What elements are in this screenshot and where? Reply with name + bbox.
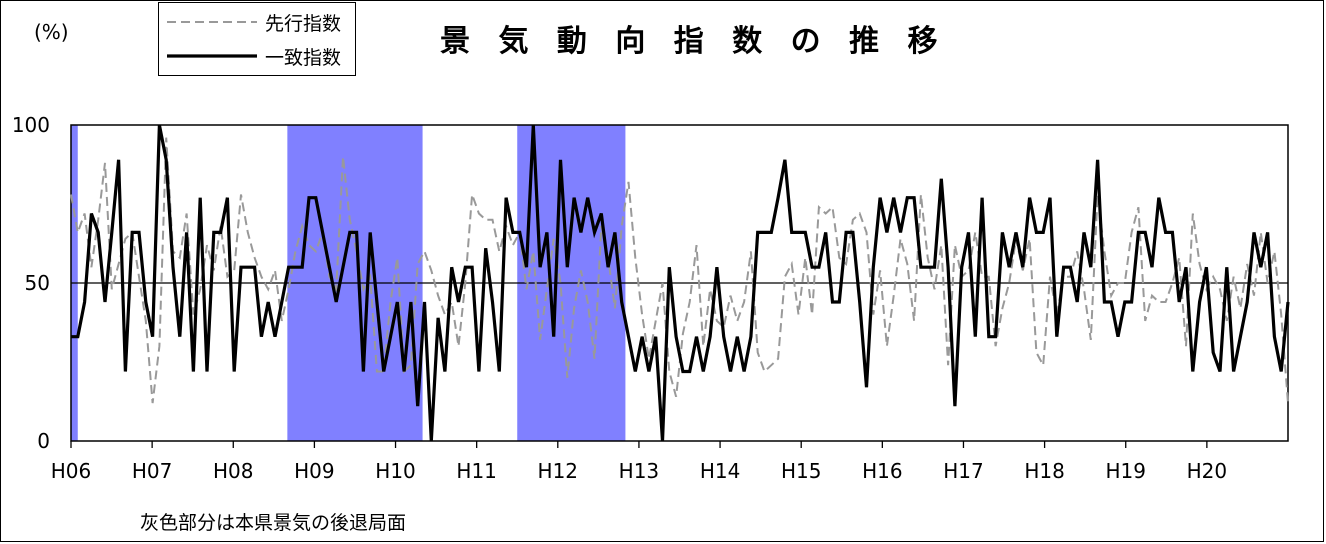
legend: 先行指数 一致指数 bbox=[158, 2, 356, 76]
x-axis-ticks bbox=[70, 441, 1208, 448]
x-tick-label-H07: H07 bbox=[132, 459, 173, 483]
legend-entry-coincident: 一致指数 bbox=[165, 41, 353, 71]
x-tick-label-H13: H13 bbox=[619, 459, 660, 483]
y-tick-label-50: 50 bbox=[25, 271, 50, 295]
x-tick-label-H08: H08 bbox=[213, 459, 254, 483]
x-tick-label-H10: H10 bbox=[375, 459, 416, 483]
x-tick-label-H11: H11 bbox=[456, 459, 497, 483]
x-tick-label-H15: H15 bbox=[781, 459, 822, 483]
x-tick-label-H19: H19 bbox=[1105, 459, 1146, 483]
y-tick-label-0: 0 bbox=[37, 429, 50, 453]
shading-note: 灰色部分は本県景気の後退局面 bbox=[140, 512, 407, 534]
x-tick-label-H12: H12 bbox=[538, 459, 579, 483]
legend-swatch-dashed bbox=[167, 21, 257, 23]
series-coincident-index-line bbox=[71, 124, 1290, 442]
x-tick-label-H18: H18 bbox=[1024, 459, 1065, 483]
x-tick-label-H17: H17 bbox=[943, 459, 984, 483]
legend-label-coincident: 一致指数 bbox=[265, 47, 342, 69]
x-tick-label-H20: H20 bbox=[1187, 459, 1228, 483]
legend-label-leading: 先行指数 bbox=[265, 13, 342, 35]
x-axis-labels: H06 H07 H08 H09 H10 H11 H12 H13 H14 H15 H16 H17 H18 H… bbox=[51, 459, 1227, 483]
x-tick-label-H14: H14 bbox=[700, 459, 741, 483]
series-leading-index-line bbox=[70, 137, 1289, 404]
legend-entry-leading: 先行指数 bbox=[165, 7, 353, 37]
chart-title: 景 気 動 向 指 数 の 推 移 bbox=[440, 24, 947, 59]
x-tick-label-H09: H09 bbox=[294, 459, 335, 483]
x-tick-label-H16: H16 bbox=[862, 459, 903, 483]
y-axis-unit-label: (%) bbox=[34, 20, 69, 44]
x-tick-label-H06: H06 bbox=[51, 459, 92, 483]
legend-swatch-solid bbox=[167, 54, 257, 58]
y-tick-label-100: 100 bbox=[12, 113, 50, 137]
y-axis-labels: 0 50 100 bbox=[12, 113, 50, 453]
